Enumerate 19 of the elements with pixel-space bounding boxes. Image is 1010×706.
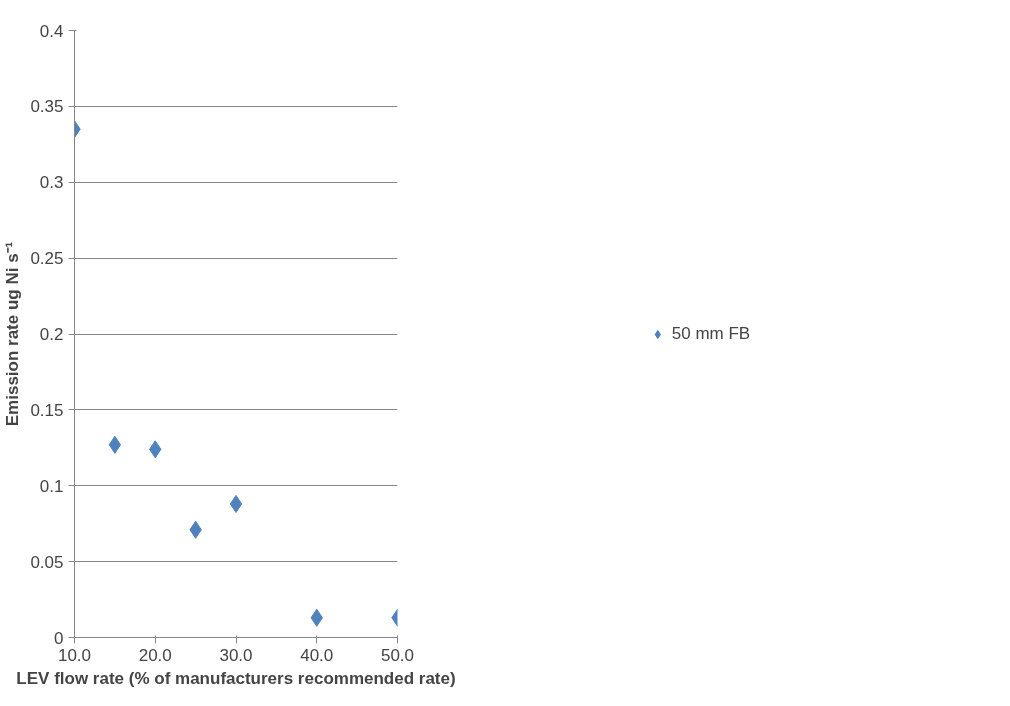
y-tick-label: 0.3 xyxy=(39,173,64,193)
point xyxy=(108,435,122,454)
x-tick-label: 40.0 xyxy=(300,645,334,665)
x-tick-label: 30.0 xyxy=(219,645,253,665)
x-tick-label: 20.0 xyxy=(138,645,172,665)
x-tick-label: 50.0 xyxy=(380,645,415,665)
y-tick-label: 0.25 xyxy=(30,249,64,269)
y-tick-label: 0.1 xyxy=(39,476,64,496)
y-tick-label: 0 xyxy=(54,628,64,648)
point xyxy=(229,494,243,513)
y-axis-title: Emission rate ug Ni s⁻¹ xyxy=(3,241,23,427)
legend-label: 50 mm FB xyxy=(671,323,751,344)
y-tick-label: 0.35 xyxy=(30,97,64,117)
y-tick-label: 0.4 xyxy=(39,21,64,41)
y-tick-label: 0.2 xyxy=(39,325,64,344)
x-tick-label: 10.0 xyxy=(57,645,92,665)
y-tick-label: 0.05 xyxy=(30,552,64,572)
x-axis-title: LEV flow rate (% of manufacturers recommended rate) xyxy=(16,668,456,688)
y-tick-label: 0.15 xyxy=(30,400,64,420)
